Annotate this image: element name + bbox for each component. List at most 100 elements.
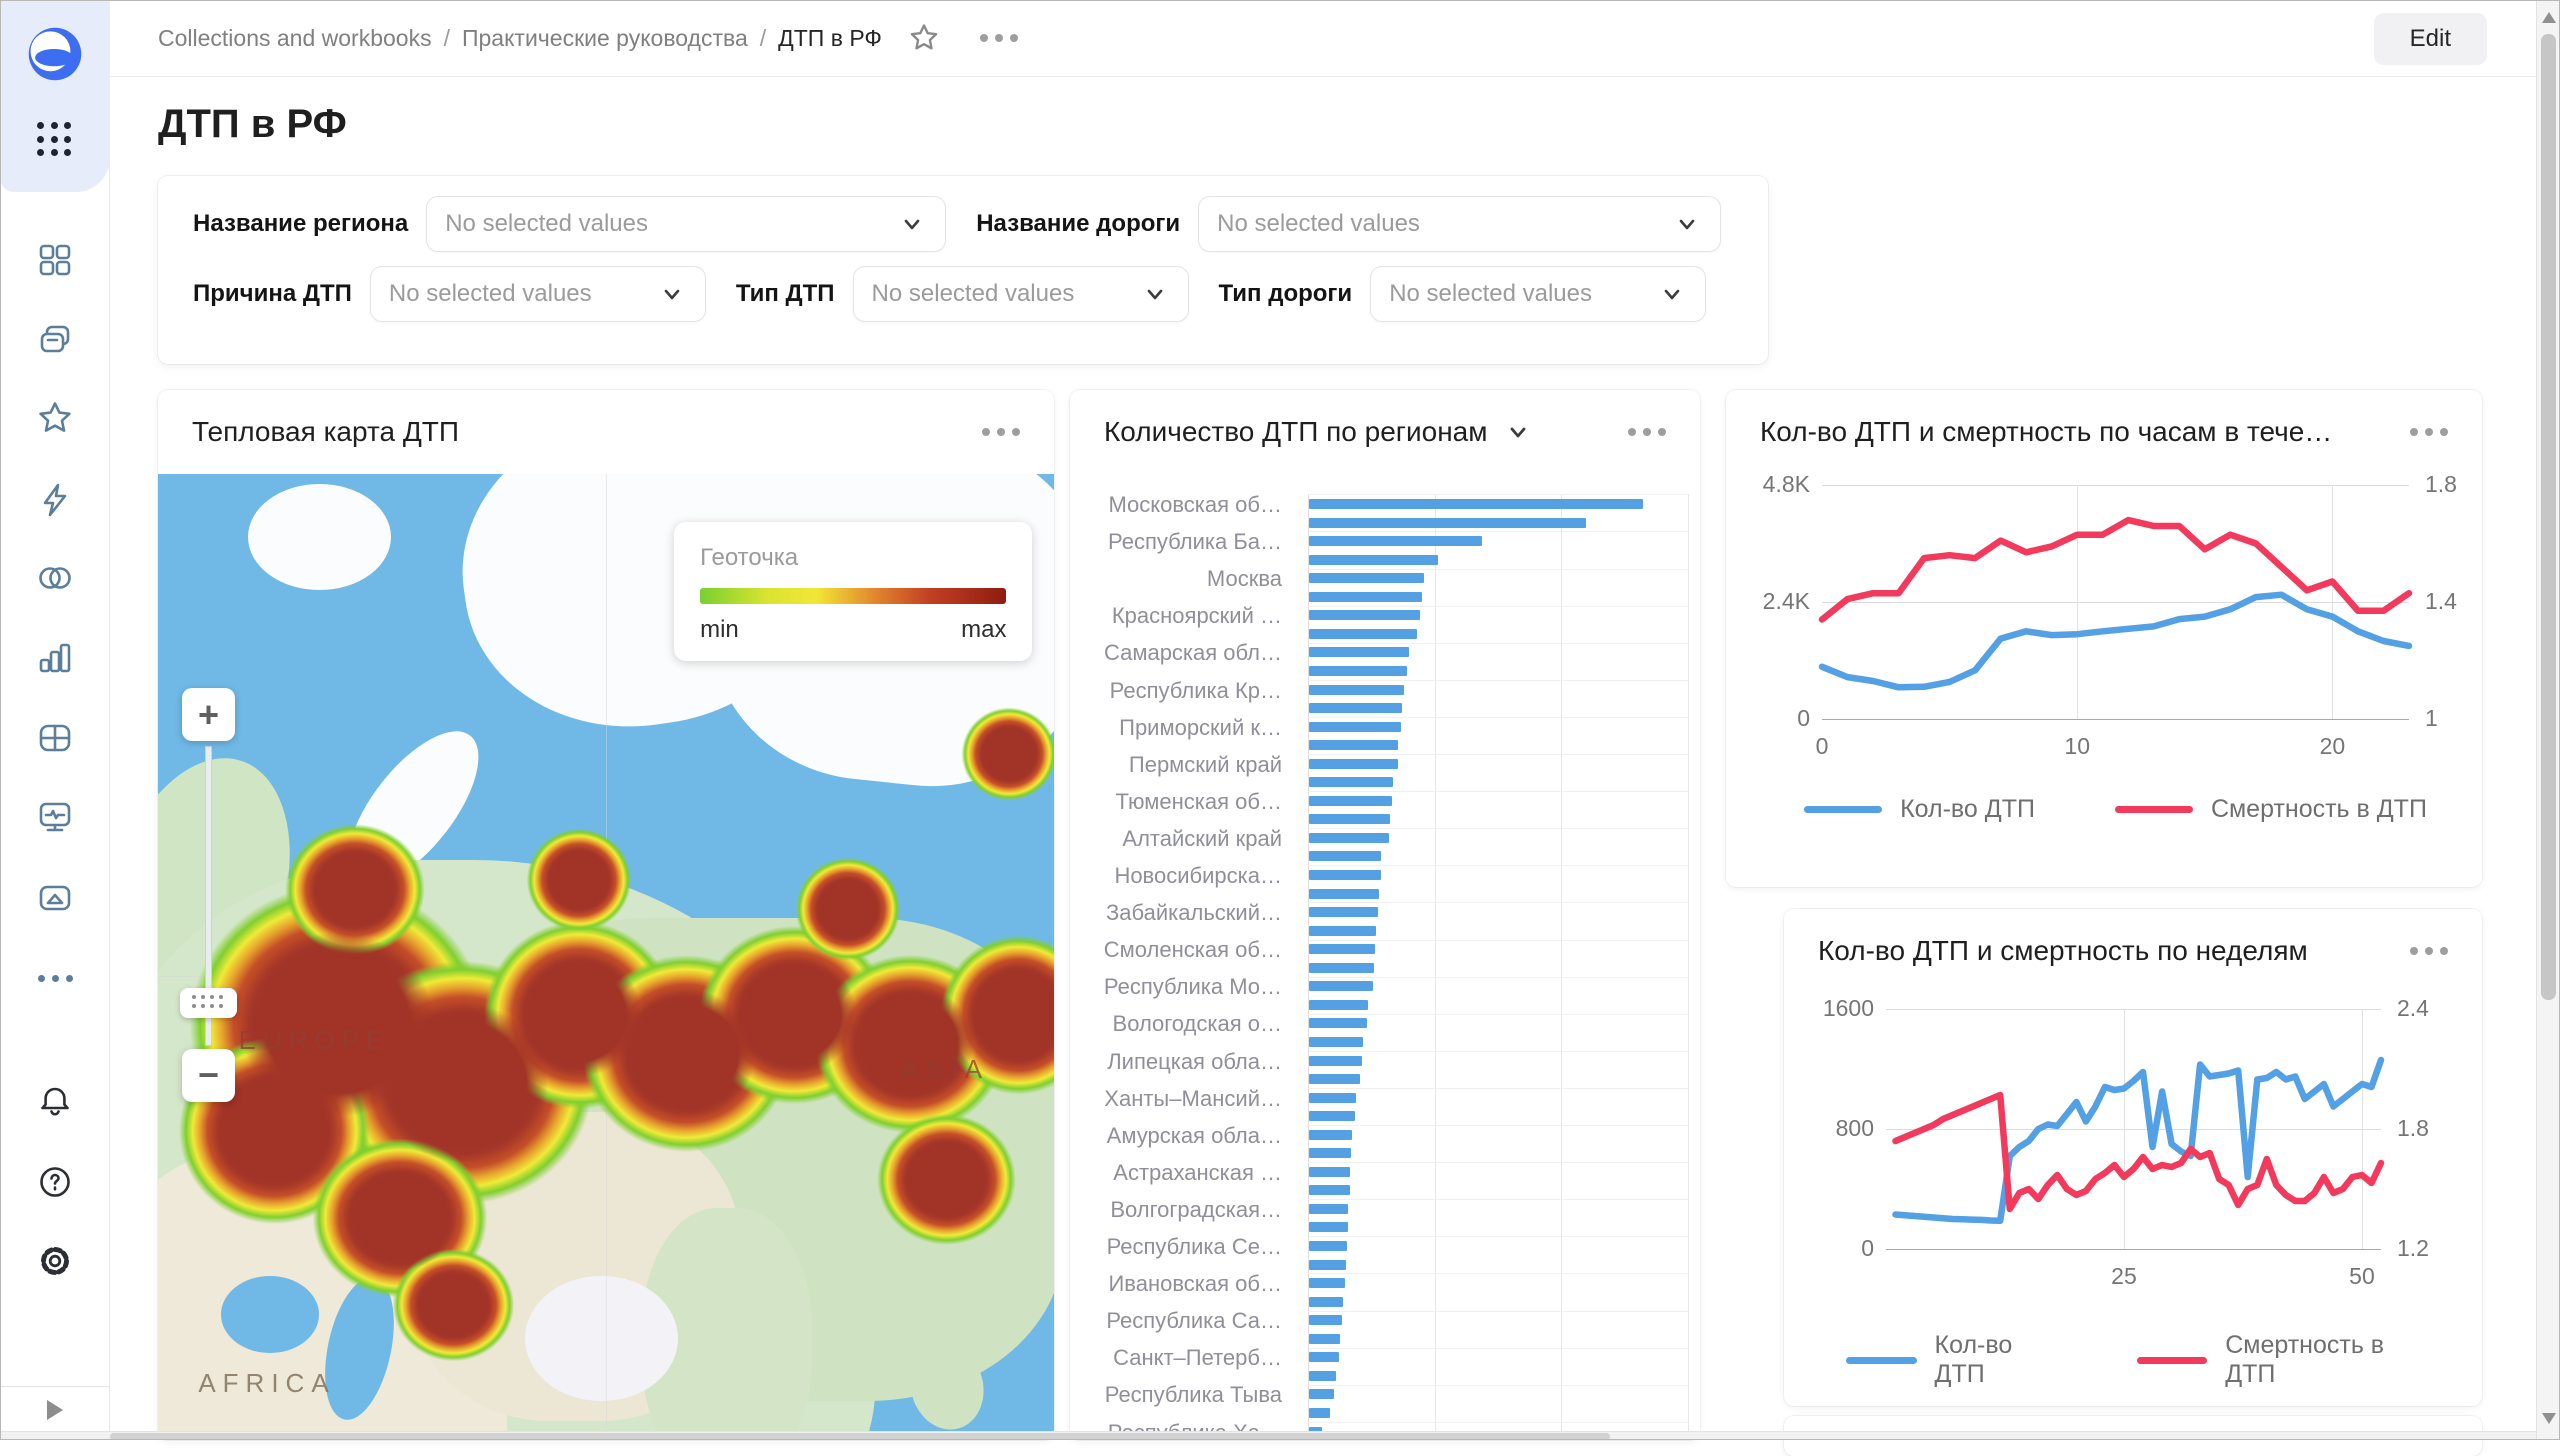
legend-item[interactable]: Смертность в ДТП (2115, 795, 2427, 824)
legend-label: Кол-во ДТП (1900, 795, 2035, 824)
sidebar-expand-button[interactable] (0, 1386, 109, 1432)
legend-item[interactable]: Смертность в ДТП (2137, 1331, 2421, 1389)
help-icon[interactable] (36, 1163, 74, 1201)
bar[interactable] (1309, 1130, 1352, 1140)
bar[interactable] (1309, 703, 1402, 713)
legend-item[interactable]: Кол-во ДТП (1804, 795, 2035, 824)
bar[interactable] (1309, 647, 1409, 657)
filter-select[interactable]: No selected values (1198, 196, 1721, 252)
bar[interactable] (1309, 610, 1420, 620)
bar[interactable] (1309, 889, 1379, 899)
map-zoom-slider-handle[interactable] (180, 988, 237, 1018)
bar[interactable] (1309, 1185, 1350, 1195)
bar[interactable] (1309, 555, 1438, 565)
scroll-up-arrow-icon[interactable] (2542, 12, 2556, 23)
monitoring-dashboard-icon[interactable] (36, 799, 74, 837)
favorite-star-icon[interactable] (908, 22, 940, 54)
bar[interactable] (1309, 1408, 1330, 1418)
bar[interactable] (1309, 926, 1376, 936)
bar[interactable] (1309, 870, 1381, 880)
bar[interactable] (1309, 1278, 1345, 1288)
bar[interactable] (1309, 499, 1643, 509)
line-chart-plot[interactable] (1886, 1009, 2381, 1249)
bar[interactable] (1309, 1037, 1363, 1047)
bar[interactable] (1309, 1000, 1368, 1010)
files-folder-icon[interactable] (36, 879, 74, 917)
bar[interactable] (1309, 1352, 1339, 1362)
bar[interactable] (1309, 1297, 1343, 1307)
bar[interactable] (1309, 685, 1404, 695)
weeks-panel-menu-icon[interactable] (2410, 947, 2448, 955)
collections-icon[interactable] (36, 321, 74, 359)
tables-icon[interactable] (36, 719, 74, 757)
recent-lightning-icon[interactable] (36, 481, 74, 519)
bar[interactable] (1309, 851, 1381, 861)
charts-icon[interactable] (36, 639, 74, 677)
bar[interactable] (1309, 592, 1422, 602)
bar[interactable] (1309, 1074, 1360, 1084)
more-icon[interactable] (36, 959, 74, 997)
datalens-logo-icon[interactable] (26, 25, 84, 83)
bar[interactable] (1309, 833, 1389, 843)
bar[interactable] (1309, 629, 1417, 639)
map-zoom-out-button[interactable]: − (182, 1049, 235, 1102)
bar[interactable] (1309, 740, 1398, 750)
breadcrumb-item[interactable]: Collections and workbooks (158, 25, 432, 52)
apps-grid-icon[interactable] (37, 122, 73, 158)
breadcrumb-item[interactable]: Практические руководства (462, 25, 748, 52)
map-zoom-in-button[interactable]: + (182, 688, 235, 741)
bar[interactable] (1309, 1018, 1367, 1028)
filter-select[interactable]: No selected values (1370, 266, 1706, 322)
edit-button[interactable]: Edit (2374, 13, 2487, 65)
bar[interactable] (1309, 722, 1401, 732)
bar[interactable] (1309, 1334, 1340, 1344)
regions-panel-menu-icon[interactable] (1628, 428, 1666, 436)
bar[interactable] (1309, 1241, 1347, 1251)
page-horizontal-scrollbar[interactable] (0, 1431, 2536, 1440)
bar[interactable] (1309, 759, 1398, 769)
bar[interactable] (1309, 963, 1374, 973)
bar[interactable] (1309, 573, 1424, 583)
bar[interactable] (1309, 777, 1393, 787)
filter-select[interactable]: No selected values (426, 196, 946, 252)
breadcrumb-item[interactable]: ДТП в РФ (778, 25, 882, 52)
legend-item[interactable]: Кол-во ДТП (1846, 1331, 2057, 1389)
bar[interactable] (1309, 1204, 1348, 1214)
bar[interactable] (1309, 1315, 1342, 1325)
line-chart-plot[interactable] (1822, 485, 2409, 719)
bar[interactable] (1309, 536, 1482, 546)
bar[interactable] (1309, 1260, 1346, 1270)
bar[interactable] (1309, 1222, 1348, 1232)
bar[interactable] (1309, 1056, 1362, 1066)
bar[interactable] (1309, 944, 1375, 954)
filter-select[interactable]: No selected values (370, 266, 706, 322)
vertical-scroll-thumb[interactable] (2541, 34, 2556, 1000)
bar[interactable] (1309, 1111, 1355, 1121)
hours-panel-menu-icon[interactable] (2410, 428, 2448, 436)
notifications-bell-icon[interactable] (36, 1083, 74, 1121)
bar[interactable] (1309, 666, 1407, 676)
heatmap-panel-menu-icon[interactable] (982, 428, 1020, 436)
page-vertical-scrollbar[interactable] (2536, 0, 2560, 1440)
filter-select[interactable]: No selected values (853, 266, 1189, 322)
bar[interactable] (1309, 907, 1378, 917)
bar[interactable] (1309, 1093, 1356, 1103)
bar[interactable] (1309, 814, 1390, 824)
bar[interactable] (1309, 1148, 1351, 1158)
horizontal-scroll-thumb[interactable] (110, 1433, 1610, 1440)
settings-gear-icon[interactable] (36, 1242, 74, 1280)
bar[interactable] (1309, 1167, 1350, 1177)
bar[interactable] (1309, 981, 1373, 991)
scroll-down-arrow-icon[interactable] (2542, 1413, 2556, 1424)
chart-selector-chevron-icon[interactable] (1503, 417, 1533, 447)
breadcrumb-more-icon[interactable] (980, 34, 1018, 42)
bar[interactable] (1309, 518, 1586, 528)
bar[interactable] (1309, 1389, 1334, 1399)
bar[interactable] (1309, 796, 1392, 806)
favorites-star-icon[interactable] (36, 399, 74, 437)
connections-icon[interactable] (36, 559, 74, 597)
bar[interactable] (1309, 1371, 1336, 1381)
dashboards-grid-icon[interactable] (36, 241, 74, 279)
heatmap-map-canvas[interactable]: EUROPE ASIA AFRICA Геоточка min max + − (158, 474, 1054, 1440)
